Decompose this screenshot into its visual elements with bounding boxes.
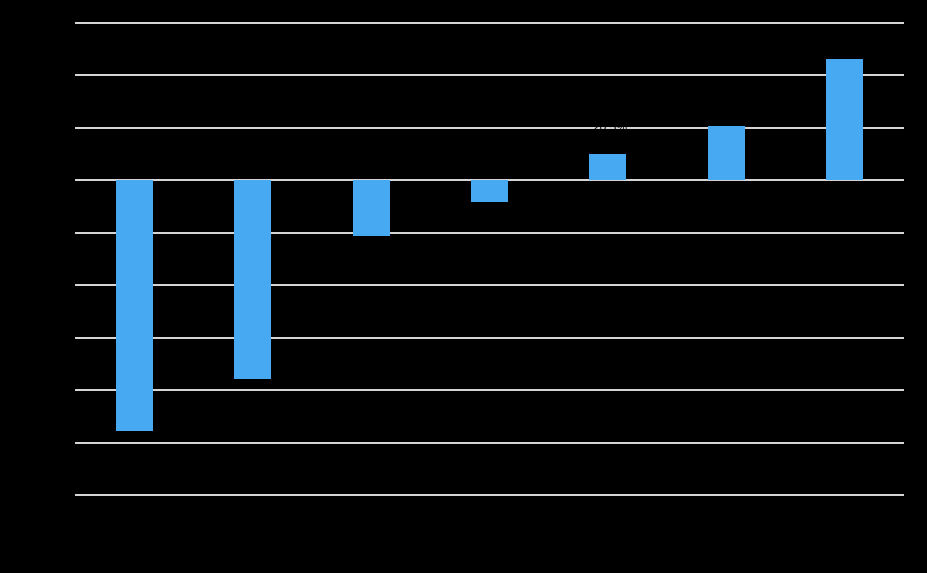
bar bbox=[471, 180, 508, 202]
gridline bbox=[75, 126, 904, 129]
gridline bbox=[75, 494, 904, 496]
gridline bbox=[75, 441, 904, 444]
bar bbox=[707, 126, 745, 180]
gridline bbox=[75, 336, 904, 339]
bar bbox=[234, 180, 272, 379]
bar bbox=[589, 153, 627, 180]
gridline bbox=[75, 284, 904, 286]
gridline bbox=[75, 74, 904, 76]
gridline bbox=[75, 21, 904, 24]
bar bbox=[352, 180, 390, 237]
bar-value-label: 20.5% bbox=[592, 120, 628, 134]
bar bbox=[826, 59, 864, 180]
bar bbox=[115, 180, 153, 431]
gridline bbox=[75, 231, 904, 234]
gridline bbox=[75, 389, 904, 391]
